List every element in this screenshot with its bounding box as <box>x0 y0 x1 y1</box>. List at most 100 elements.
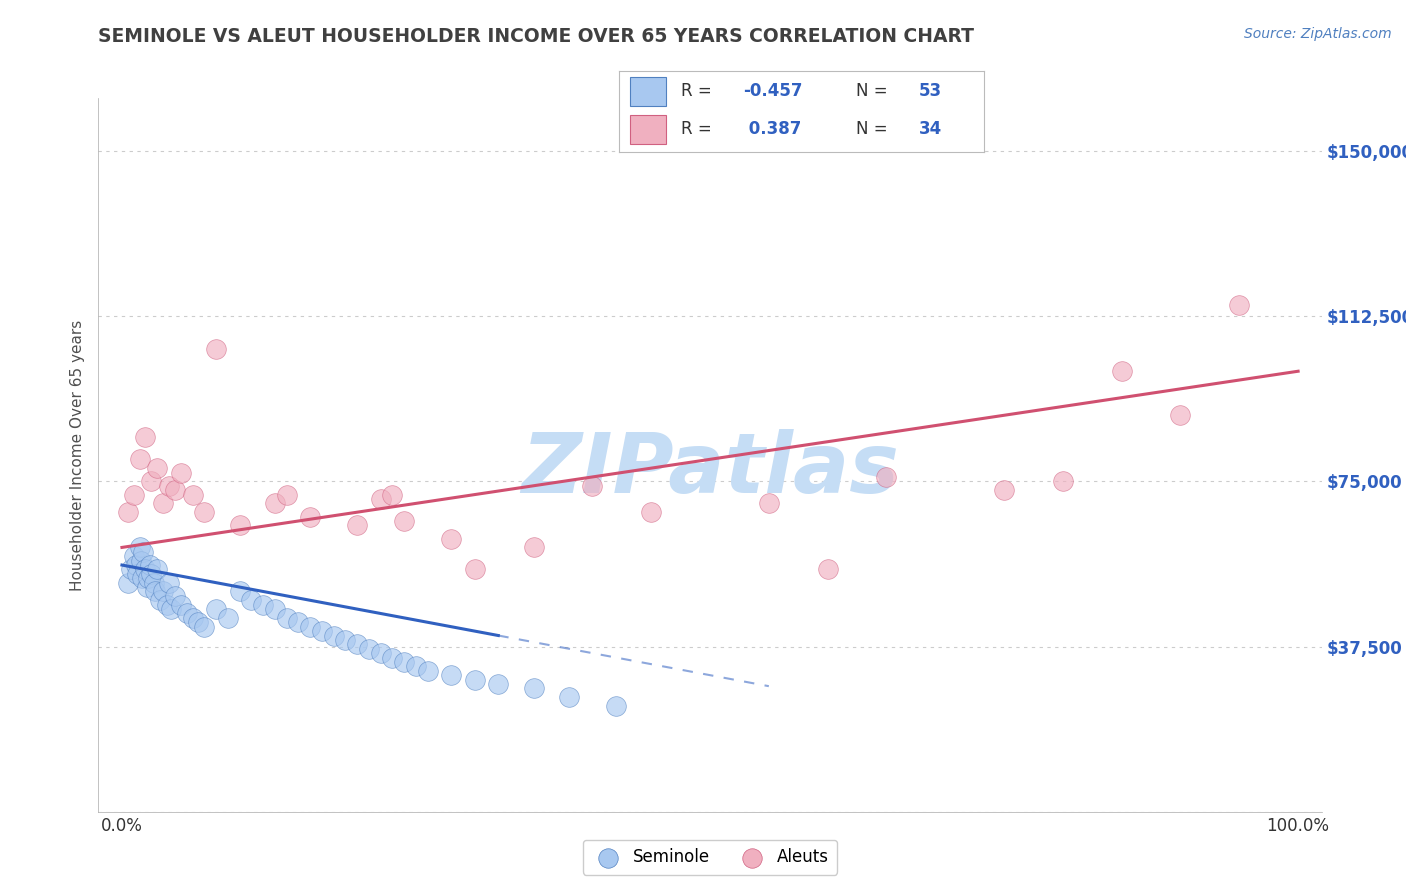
Point <box>157 575 180 590</box>
Point <box>370 491 392 506</box>
Point <box>117 575 139 590</box>
Point <box>440 532 463 546</box>
Point <box>416 664 439 678</box>
Point <box>993 483 1015 498</box>
Point <box>1227 298 1250 312</box>
Bar <box>630 115 666 144</box>
Point <box>240 593 263 607</box>
Point <box>205 342 228 356</box>
Point <box>370 646 392 660</box>
Point <box>129 554 152 568</box>
Text: 0.387: 0.387 <box>742 120 801 138</box>
Point <box>128 452 150 467</box>
Point <box>141 475 163 489</box>
Point <box>152 584 174 599</box>
Point <box>139 558 162 572</box>
Point <box>127 566 149 581</box>
Point <box>187 615 209 630</box>
Point <box>346 518 368 533</box>
Point <box>142 575 165 590</box>
Point <box>163 589 186 603</box>
Point <box>122 549 145 564</box>
Point <box>160 602 183 616</box>
Point <box>581 479 603 493</box>
Point <box>252 598 274 612</box>
Point <box>122 487 145 501</box>
Point <box>875 470 897 484</box>
Point <box>440 668 463 682</box>
Point <box>193 620 215 634</box>
Point <box>131 571 153 585</box>
Point <box>311 624 333 639</box>
Point <box>146 461 169 475</box>
Legend: Seminole, Aleuts: Seminole, Aleuts <box>583 840 837 875</box>
Text: 53: 53 <box>918 82 942 101</box>
Point <box>143 584 166 599</box>
Point <box>558 690 581 705</box>
Text: Source: ZipAtlas.com: Source: ZipAtlas.com <box>1244 27 1392 41</box>
Point <box>464 673 486 687</box>
Text: R =: R = <box>681 120 717 138</box>
Point <box>125 558 148 572</box>
Text: R =: R = <box>681 82 717 101</box>
Point <box>287 615 309 630</box>
Point <box>299 509 322 524</box>
Point <box>181 611 204 625</box>
Point <box>276 487 298 501</box>
Point <box>120 562 142 576</box>
Point <box>181 487 204 501</box>
Point <box>640 505 662 519</box>
Point <box>464 562 486 576</box>
Point <box>1170 409 1192 423</box>
Point <box>276 611 298 625</box>
Point <box>263 496 285 510</box>
Point <box>605 698 627 713</box>
Point <box>322 628 344 642</box>
Point <box>193 505 215 519</box>
Point <box>134 562 156 576</box>
Point <box>1052 475 1074 489</box>
Point <box>134 430 156 444</box>
Point <box>141 566 163 581</box>
Point <box>381 487 404 501</box>
Point <box>149 593 172 607</box>
Point <box>394 514 416 528</box>
Point <box>176 607 198 621</box>
Point <box>381 650 404 665</box>
Point <box>163 483 186 498</box>
Point <box>335 632 357 647</box>
Text: ZIPatlas: ZIPatlas <box>522 429 898 509</box>
Text: N =: N = <box>856 120 893 138</box>
Y-axis label: Householder Income Over 65 years: Householder Income Over 65 years <box>70 319 86 591</box>
Point <box>405 659 427 673</box>
Text: SEMINOLE VS ALEUT HOUSEHOLDER INCOME OVER 65 YEARS CORRELATION CHART: SEMINOLE VS ALEUT HOUSEHOLDER INCOME OVE… <box>98 27 974 45</box>
Point <box>135 580 157 594</box>
Point <box>394 655 416 669</box>
Point <box>523 681 546 696</box>
Point <box>357 641 380 656</box>
Point <box>346 637 368 651</box>
Point <box>523 541 546 555</box>
Point <box>205 602 228 616</box>
Point <box>486 677 509 691</box>
Point <box>817 562 839 576</box>
Point <box>136 571 159 585</box>
Text: N =: N = <box>856 82 893 101</box>
Point <box>217 611 239 625</box>
Point <box>1111 364 1133 378</box>
Point <box>157 479 180 493</box>
Point <box>228 584 250 599</box>
Text: 34: 34 <box>918 120 942 138</box>
Point <box>170 598 193 612</box>
Point <box>299 620 322 634</box>
Point <box>128 541 150 555</box>
Point <box>156 598 179 612</box>
Text: -0.457: -0.457 <box>742 82 803 101</box>
Point <box>170 466 193 480</box>
Bar <box>630 77 666 106</box>
Point <box>132 545 155 559</box>
Point <box>263 602 285 616</box>
Point <box>152 496 174 510</box>
Point <box>228 518 250 533</box>
Point <box>146 562 169 576</box>
